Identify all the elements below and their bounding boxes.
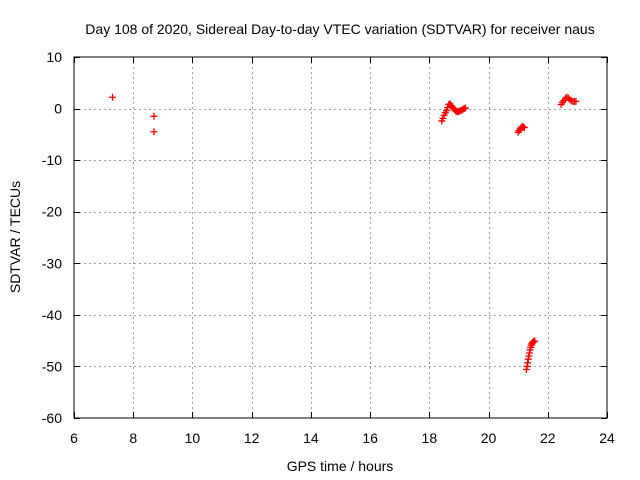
y-tick-label: -10 (42, 152, 62, 168)
data-point (572, 97, 580, 105)
y-tick-label: -30 (42, 255, 62, 271)
y-tick-label: -60 (42, 410, 62, 426)
x-tick-label: 10 (185, 430, 201, 446)
x-tick-label: 20 (481, 430, 497, 446)
y-tick-label: 10 (46, 49, 62, 65)
x-tick-label: 14 (303, 430, 319, 446)
data-points (108, 93, 580, 374)
x-tick-label: 6 (70, 430, 78, 446)
data-point (150, 112, 158, 120)
plot-frame (73, 56, 608, 419)
chart-title: Day 108 of 2020, Sidereal Day-to-day VTE… (85, 21, 594, 37)
y-axis: 10 0 -10 -20 -30 -40 -50 -60 (42, 49, 607, 426)
y-tick-label: -50 (42, 358, 62, 374)
data-point (461, 104, 469, 112)
y-tick-label: -40 (42, 307, 62, 323)
y-axis-label: SDTVAR / TECUs (7, 181, 23, 293)
x-tick-label: 8 (129, 430, 137, 446)
data-point (520, 124, 528, 132)
x-tick-label: 22 (540, 430, 556, 446)
grid (74, 57, 607, 418)
x-tick-label: 12 (244, 430, 260, 446)
y-tick-label: -20 (42, 204, 62, 220)
y-tick-label: 0 (54, 101, 62, 117)
x-tick-label: 18 (422, 430, 438, 446)
data-point (531, 337, 539, 345)
x-tick-label: 16 (362, 430, 378, 446)
data-point (439, 114, 447, 122)
data-point (108, 93, 116, 101)
x-axis-label: GPS time / hours (287, 458, 394, 474)
data-point (150, 128, 158, 136)
data-point (443, 107, 451, 115)
x-axis: 6 8 10 12 14 16 18 20 22 24 (70, 57, 615, 446)
x-tick-label: 24 (599, 430, 615, 446)
